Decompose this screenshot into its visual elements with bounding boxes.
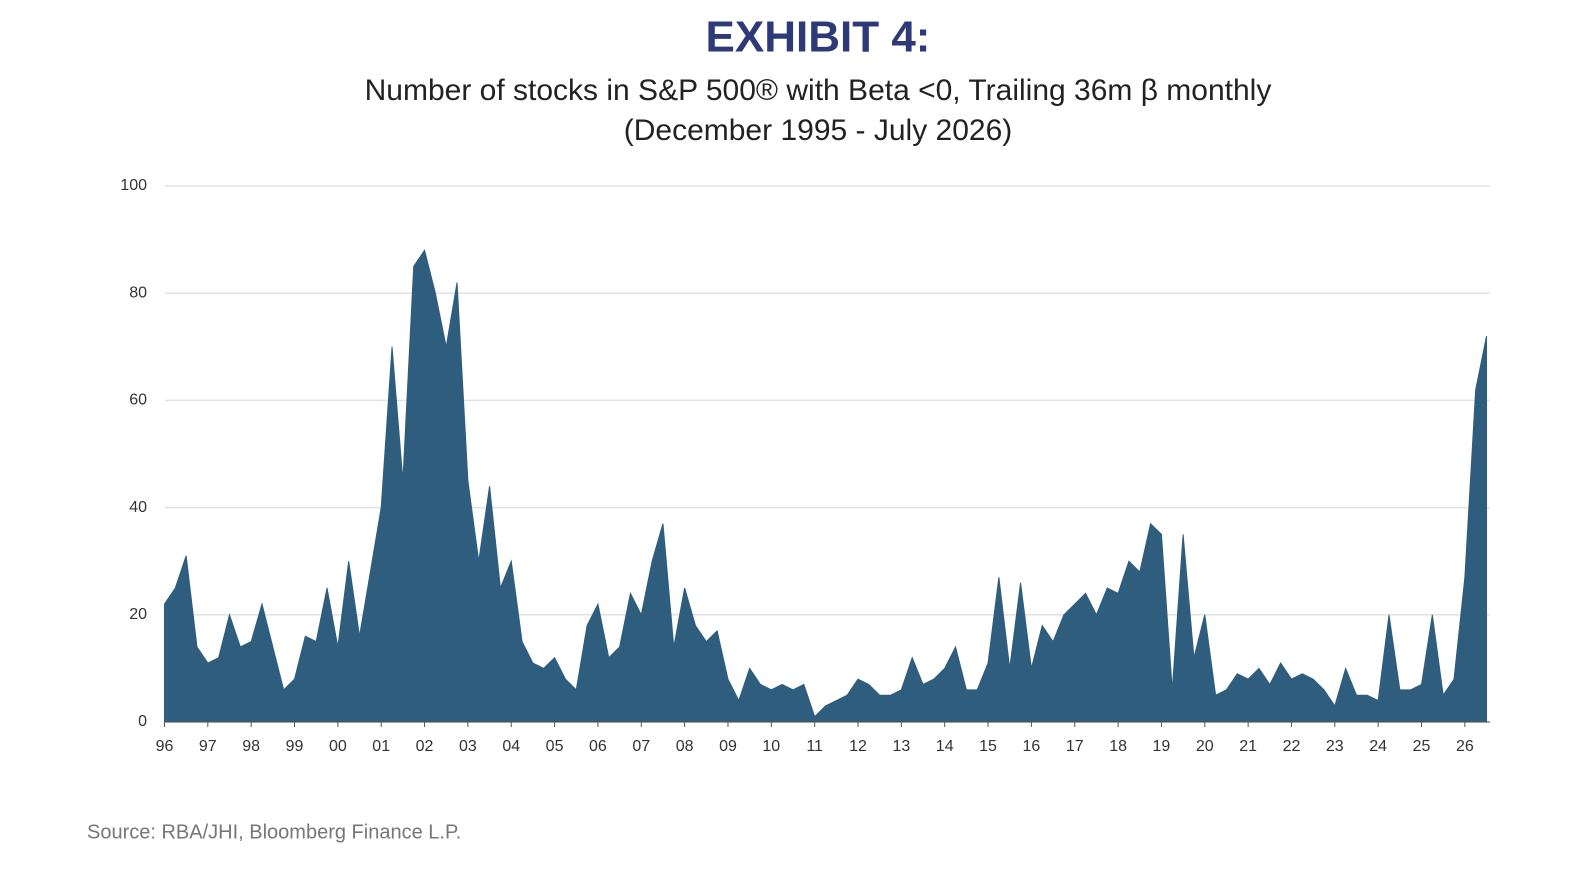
area (163, 249, 1488, 723)
y-tick-label: 80 (129, 284, 147, 301)
x-tick-label: 00 (329, 738, 347, 755)
x-tick-label: 26 (1456, 738, 1474, 755)
x-tick-label: 98 (242, 738, 260, 755)
y-tick-label: 20 (129, 606, 147, 623)
x-tick-label: 96 (156, 738, 174, 755)
x-tick-label: 11 (806, 738, 823, 755)
chart-title: EXHIBIT 4: (706, 13, 931, 62)
x-tick-label: 20 (1196, 738, 1214, 755)
x-tick-label: 23 (1326, 738, 1344, 755)
x-tick-label: 02 (416, 738, 434, 755)
x-tick-label: 17 (1066, 738, 1084, 755)
x-tick-label: 05 (546, 738, 564, 755)
x-tick-label: 07 (632, 738, 650, 755)
y-tick-label: 0 (138, 713, 147, 730)
x-tick-label: 10 (762, 738, 780, 755)
x-tick-label: 16 (1022, 738, 1040, 755)
source-note: Source: RBA/JHI, Bloomberg Finance L.P. (87, 821, 461, 843)
x-tick-label: 08 (676, 738, 694, 755)
chart-subtitle: Number of stocks in S&P 500® with Beta <… (365, 74, 1272, 107)
x-tick-label: 09 (719, 738, 737, 755)
chart-subtitle: (December 1995 - July 2026) (624, 114, 1013, 147)
x-tick-label: 03 (459, 738, 477, 755)
x-tick-label: 13 (892, 738, 910, 755)
x-tick-label: 97 (199, 738, 217, 755)
x-tick-label: 14 (936, 738, 954, 755)
x-tick-label: 12 (849, 738, 867, 755)
y-tick-label: 100 (120, 177, 147, 194)
x-tick-label: 21 (1239, 738, 1257, 755)
x-tick-label: 15 (979, 738, 997, 755)
x-tick-label: 99 (286, 738, 304, 755)
x-tick-label: 04 (502, 738, 520, 755)
x-tick-label: 22 (1283, 738, 1301, 755)
y-tick-label: 60 (129, 392, 147, 409)
x-tick-label: 01 (372, 738, 390, 755)
x-tick-label: 06 (589, 738, 607, 755)
x-tick-label: 24 (1369, 738, 1387, 755)
x-tick-label: 19 (1153, 738, 1171, 755)
x-tick-label: 25 (1413, 738, 1431, 755)
y-tick-label: 40 (129, 499, 147, 516)
x-tick-label: 18 (1109, 738, 1127, 755)
